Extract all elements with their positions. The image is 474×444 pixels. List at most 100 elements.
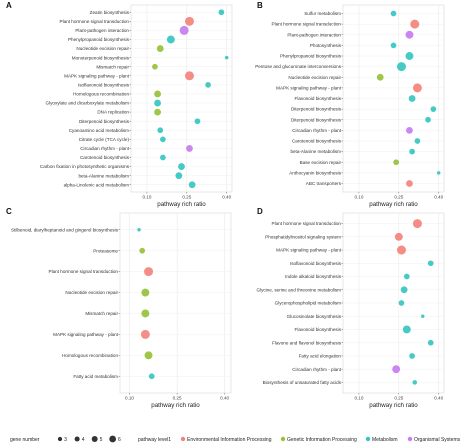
term-label: Glyoxylate and dicarboxylate metabolism [46, 101, 130, 106]
term-label: beta-Alanine metabolism [290, 149, 341, 154]
term-label: Phenylpropanoid biosynthesis [280, 54, 342, 59]
term-label: Zeatin biosynthesis [90, 10, 130, 15]
term-label: Circadian rhythm - plant [80, 146, 129, 151]
term-label: Pentose and glucuronate interconversions [255, 64, 342, 69]
term-label: Diterpenoid biosynthesis [291, 117, 342, 122]
term-label: Diterpenoid biosynthesis [79, 119, 130, 124]
x-tick-label: 0.25 [394, 396, 403, 401]
panel-d: D Plant hormone signal transduction Phosph… [256, 207, 445, 409]
legend-color-label: Environmental Information Processing [187, 437, 272, 443]
term-label: Phosphatidylinositol signaling system [265, 234, 341, 239]
data-point [409, 148, 415, 155]
term-label: Glycerophospholipid metabolism [275, 301, 342, 306]
x-tick-label: 0.10 [142, 195, 151, 200]
data-point [392, 365, 401, 374]
data-point [218, 9, 225, 16]
term-label: Fatty acid elongation [299, 354, 342, 359]
data-point [409, 353, 415, 359]
panel-letter: C [6, 207, 12, 216]
panel-letter: A [6, 1, 12, 10]
data-point [402, 325, 411, 334]
term-label: Fatty acid metabolism [73, 374, 118, 379]
panel-c: C Stilbenoid, diarylheptanoid and gingero… [6, 207, 232, 409]
data-point [405, 52, 414, 60]
term-label: Base excision repair [300, 160, 342, 165]
legend-size-label: 5 [100, 437, 103, 443]
plot-area [130, 4, 233, 193]
panel-letter: D [257, 207, 263, 216]
term-label: Isoflavonoid biosynthesis [290, 261, 342, 266]
term-label: alpha-Linolenic acid metabolism [64, 182, 130, 187]
x-tick-label: 0.40 [222, 195, 231, 200]
legend-size-title: gene number [10, 437, 40, 443]
term-label: Diterpenoid biosynthesis [291, 107, 342, 112]
term-label: Isoflavonoid biosynthesis [78, 82, 130, 87]
panel-letter: B [257, 1, 263, 10]
data-point [160, 154, 166, 161]
data-point [427, 339, 434, 346]
term-label: DNA replication [97, 110, 129, 115]
term-label: Homologous recombination [73, 92, 129, 97]
data-point [394, 232, 403, 241]
term-label: Indole alkaloid biosynthesis [285, 274, 342, 279]
x-axis-label: pathway rich ratio [369, 402, 418, 409]
term-label: Phenylpropanoid biosynthesis [68, 37, 130, 42]
term-label: Anthocyanin biosynthesis [289, 170, 342, 175]
data-point [141, 288, 150, 297]
term-label: Carbon fixation in photosynthetic organi… [40, 164, 130, 169]
term-label: Flavone and flavonol biosynthesis [272, 340, 342, 345]
data-point [188, 181, 196, 189]
term-label: Plant hormone signal transduction [272, 221, 342, 226]
data-point [144, 267, 154, 277]
data-point [406, 126, 413, 134]
data-point [405, 30, 414, 39]
legend-color-dot [365, 436, 371, 442]
legend-size-dot [109, 435, 117, 443]
data-point [412, 380, 418, 385]
data-point [160, 136, 166, 143]
legend-size-label: 3 [64, 437, 67, 443]
x-tick-label: 0.25 [182, 195, 191, 200]
term-label: Plant hormone signal transduction [60, 19, 130, 24]
data-point [408, 95, 416, 102]
legend-color-label: Genetic Information Processing [287, 437, 357, 443]
term-label: Plant-pathogen interaction [287, 32, 341, 37]
data-point [178, 163, 185, 170]
data-point [403, 273, 410, 280]
x-tick-label: 0.10 [354, 195, 363, 200]
term-label: Nucleotide excision repair [65, 290, 118, 295]
legend-color-title: pathway level1 [138, 437, 171, 443]
term-label: Photosynthesis [310, 43, 342, 48]
data-point [144, 351, 153, 360]
data-point [400, 286, 408, 294]
data-point [157, 127, 164, 134]
term-label: Sulfur metabolism [304, 11, 341, 16]
data-point [186, 145, 193, 152]
legend-color-dot [280, 436, 286, 442]
term-label: Plant hormone signal transduction [272, 22, 342, 27]
plot-area [119, 212, 232, 394]
term-label: Monoterpenoid biosynthesis [72, 55, 130, 60]
term-label: Stilbenoid, diarylheptanoid and gingerol… [11, 227, 119, 232]
data-point [184, 16, 194, 26]
data-point [139, 247, 146, 254]
data-point [148, 373, 155, 380]
panel-b: B Sulfur metabolism Plant hormone signal t… [255, 1, 445, 208]
data-point [154, 99, 161, 107]
legend-color-dot [407, 436, 413, 442]
legend: gene number 3 4 5 6 pathway level1 Environment… [10, 435, 461, 443]
data-point [412, 83, 422, 93]
data-point [179, 25, 189, 35]
term-label: Glucosinolate biosynthesis [287, 314, 342, 319]
term-label: Mismatch repair [96, 64, 129, 69]
data-point [430, 106, 437, 112]
data-point [154, 90, 161, 98]
data-point [205, 82, 211, 88]
x-tick-label: 0.10 [354, 396, 363, 401]
data-point [396, 245, 406, 255]
term-label: Glycine, serine and threonine metabolism [256, 287, 341, 292]
term-label: Plant-pathogen interaction [75, 28, 129, 33]
term-label: MAPK signaling pathway - plant [53, 332, 119, 337]
legend-size-dot [57, 436, 63, 442]
data-point [406, 180, 413, 187]
